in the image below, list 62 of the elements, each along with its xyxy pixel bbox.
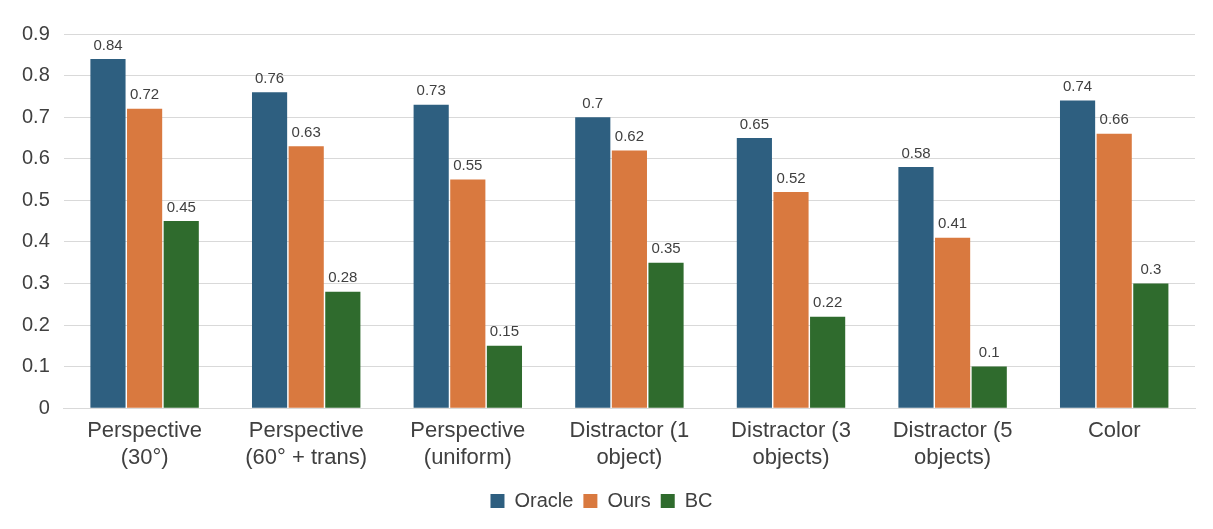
x-tick-label: Distractor (3 objects) [731, 417, 851, 469]
y-tick-label: 0.3 [21, 270, 50, 293]
y-tick-label: 0.6 [21, 146, 50, 169]
data-label: 0.7 [582, 93, 604, 111]
x-tick-label: Perspective (30°) [87, 417, 203, 469]
data-label: 0.65 [739, 114, 769, 132]
bar [773, 192, 809, 408]
y-tick-label: 0.7 [21, 104, 50, 127]
y-tick-label: 0.1 [21, 354, 50, 377]
data-label: 0.73 [416, 81, 446, 99]
x-tick-label: Distractor (1 object) [569, 417, 690, 469]
bar [413, 104, 449, 408]
data-label: 0.84 [93, 35, 123, 53]
bar [575, 117, 611, 408]
data-label: 0.1 [978, 343, 1000, 361]
data-label: 0.35 [651, 239, 681, 257]
y-tick-label: 0.5 [21, 187, 50, 210]
bar [1096, 133, 1132, 408]
data-label: 0.72 [130, 85, 160, 103]
x-tick-label: Color [1087, 417, 1141, 443]
bar [486, 345, 523, 408]
bar [251, 92, 288, 408]
bar [90, 58, 126, 408]
data-label: 0.55 [453, 156, 483, 174]
data-label: 0.41 [938, 214, 968, 232]
legend-label: Ours [607, 488, 651, 511]
data-label: 0.52 [776, 168, 806, 186]
bar [1059, 100, 1096, 408]
data-label: 0.66 [1099, 110, 1129, 128]
data-label: 0.22 [813, 293, 843, 311]
bar [611, 150, 647, 408]
data-label: 0.63 [291, 122, 321, 140]
data-label: 0.76 [254, 68, 285, 86]
y-tick-label: 0.9 [21, 21, 50, 44]
data-label: 0.62 [614, 127, 644, 145]
bar [163, 221, 199, 408]
x-tick-label: Perspective (uniform) [410, 417, 526, 469]
bar [898, 167, 934, 408]
bar [450, 179, 486, 408]
data-label: 0.28 [328, 268, 358, 286]
data-label: 0.3 [1140, 260, 1162, 278]
bar [736, 137, 772, 408]
data-label: 0.45 [166, 197, 196, 215]
bar [810, 316, 846, 408]
bar [1133, 283, 1169, 408]
bar [325, 291, 361, 408]
bar [648, 262, 684, 408]
y-tick-label: 0 [38, 395, 50, 418]
data-label: 0.15 [489, 322, 520, 340]
y-tick-label: 0.2 [21, 312, 50, 335]
x-tick-label: Perspective (60° + trans) [245, 417, 368, 469]
bar [935, 237, 971, 408]
x-tick-label: Distractor (5 objects) [892, 417, 1013, 469]
y-tick-label: 0.4 [21, 229, 50, 252]
bar [288, 146, 324, 408]
data-label: 0.58 [901, 143, 931, 161]
legend-label: BC [684, 488, 713, 511]
bar [127, 108, 163, 408]
data-label: 0.74 [1062, 77, 1093, 95]
bar [971, 366, 1007, 408]
legend-label: Oracle [514, 488, 574, 511]
y-tick-label: 0.8 [21, 63, 50, 86]
